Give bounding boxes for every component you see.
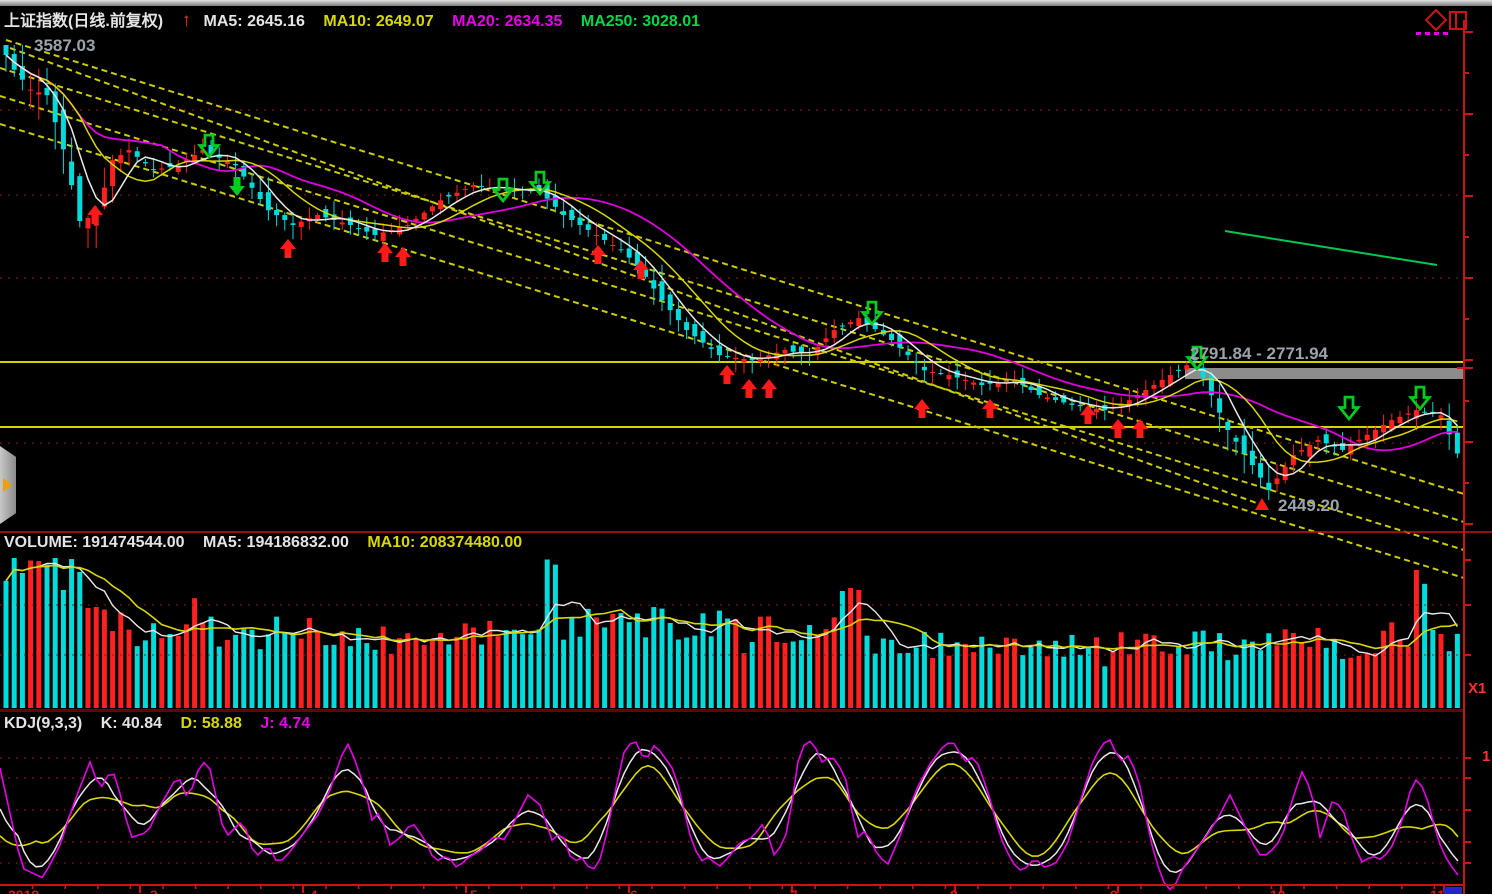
ma10-readout: MA10: 2649.07 <box>323 13 434 30</box>
buy-signal-arrow <box>280 239 296 258</box>
buy-signal-arrow <box>741 379 757 398</box>
low-point-marker <box>1255 498 1269 510</box>
sell-signal-arrow-hollow <box>196 133 222 160</box>
volume-ma10-readout: MA10: 208374480.00 <box>367 534 523 551</box>
x-axis-date: 3 <box>150 887 158 894</box>
sell-signal-arrow-hollow <box>1184 345 1210 372</box>
buy-signal-arrow <box>87 205 103 224</box>
sell-signal-arrow-hollow <box>859 300 885 327</box>
x-axis-date: 8 <box>950 887 958 894</box>
sidebar-expand-handle[interactable] <box>0 446 16 524</box>
bottom-right-indicator <box>1444 887 1462 894</box>
sell-signal-arrow <box>229 177 245 196</box>
trend-up-arrow-icon: ↑ <box>181 10 192 31</box>
magenta-dash-indicator <box>1416 32 1450 35</box>
sell-signal-arrow-hollow <box>490 177 516 204</box>
x-axis-date: 5 <box>470 887 478 894</box>
buy-signal-arrow <box>1110 419 1126 438</box>
kdj-axis-top-label: 1 <box>1482 748 1491 765</box>
volume-ma5-readout: MA5: 194186832.00 <box>203 534 349 551</box>
buy-signal-arrow <box>377 243 393 262</box>
expand-arrow-icon <box>3 478 12 492</box>
kdj-header: KDJ(9,3,3) K: 40.84 D: 58.88 J: 4.74 <box>4 715 324 733</box>
volume-readout: VOLUME: 191474544.00 <box>4 534 185 551</box>
kdj-pane[interactable] <box>0 738 1464 891</box>
kdj-j-readout: J: 4.74 <box>260 715 311 732</box>
kdj-k-readout: K: 40.84 <box>100 715 163 732</box>
buy-signal-arrow <box>1080 405 1096 424</box>
low-price-label: 2449.20 <box>1278 496 1340 515</box>
instrument-title: 上证指数(日线.前复权) <box>4 13 164 30</box>
buy-signal-arrow <box>590 245 606 264</box>
ma20-readout: MA20: 2634.35 <box>452 13 563 30</box>
x-axis-date: 4 <box>310 887 318 894</box>
ma5-readout: MA5: 2645.16 <box>203 13 305 30</box>
kdj-d-readout: D: 58.88 <box>180 715 242 732</box>
kdj-name: KDJ(9,3,3) <box>4 715 83 732</box>
axes <box>0 20 1492 894</box>
buy-signal-arrow <box>395 247 411 266</box>
sell-signal-arrow-hollow <box>1336 395 1362 422</box>
x-axis-date: 6 <box>630 887 638 894</box>
x-axis-date: 10 <box>1270 887 1286 894</box>
x-axis-dates: 2018 3 4 5 6 7 8 9 10 11 <box>0 887 1464 894</box>
volume-header: VOLUME: 191474544.00 MA5: 194186832.00 M… <box>4 534 536 552</box>
buy-signal-arrow <box>982 399 998 418</box>
band-price-label: 2791.84 - 2771.94 <box>1190 344 1329 363</box>
sell-signal-arrow-hollow <box>1407 385 1433 412</box>
x-axis-date: 7 <box>790 887 798 894</box>
ma250-readout: MA250: 3028.01 <box>580 13 701 30</box>
candle-header: 上证指数(日线.前复权) ↑ MA5: 2645.16 MA10: 2649.0… <box>4 7 714 32</box>
candlestick-pane[interactable] <box>0 39 1465 579</box>
sell-signal-arrow-hollow <box>527 170 553 197</box>
x-axis-date: 9 <box>1110 887 1118 894</box>
peak-price-label: 3587.03 <box>34 36 96 55</box>
x-axis-date: 2018 <box>8 887 39 894</box>
buy-signal-arrow <box>633 260 649 279</box>
volume-pane[interactable] <box>0 558 1464 708</box>
x-axis-date: 11 <box>1430 887 1445 894</box>
buy-signal-arrow <box>761 379 777 398</box>
window-top-edge <box>0 0 1492 6</box>
x1-zoom-label[interactable]: X1 <box>1468 680 1487 697</box>
buy-signal-arrow <box>1132 419 1148 438</box>
pane-layout-icon[interactable] <box>1449 11 1467 30</box>
buy-signal-arrow <box>914 399 930 418</box>
buy-signal-arrow <box>719 365 735 384</box>
